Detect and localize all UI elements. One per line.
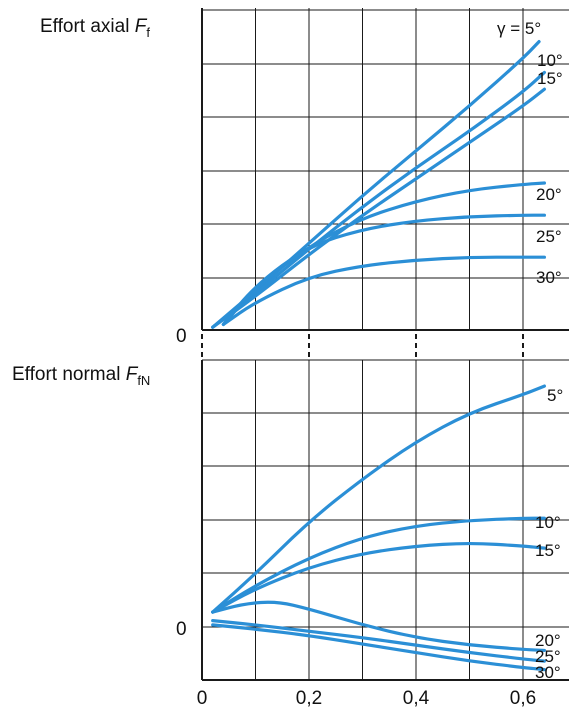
series-label-6: 30° bbox=[536, 268, 562, 287]
series-line-4 bbox=[221, 181, 546, 326]
grid-normal bbox=[201, 359, 569, 681]
series-label-4: 20° bbox=[536, 185, 562, 204]
zero-label-axial: 0 bbox=[176, 326, 187, 347]
series-label-1: 5° bbox=[547, 386, 563, 405]
series-label-2: 10° bbox=[535, 513, 561, 532]
series-label-2: 10° bbox=[537, 51, 563, 70]
x-tick-label: 0,4 bbox=[403, 688, 430, 709]
ylabel-axial: Effort axial Ff bbox=[40, 16, 150, 40]
series-line-2 bbox=[211, 516, 546, 614]
zero-label-normal: 0 bbox=[176, 619, 187, 640]
x-tick-labels: 0 0,2 0,4 0,6 bbox=[197, 688, 537, 709]
series-label-3: 15° bbox=[535, 541, 561, 560]
series-label-6: 30° bbox=[535, 663, 561, 682]
series-line-4 bbox=[211, 600, 546, 653]
series-line-1 bbox=[211, 384, 546, 614]
x-tick-label: 0,2 bbox=[296, 688, 322, 709]
series-label-5: 25° bbox=[536, 227, 562, 246]
labels-normal: 5° 10° 15° 20°25°30° bbox=[535, 386, 563, 682]
series-line-3 bbox=[211, 87, 546, 329]
series-label-4: 20° bbox=[535, 631, 561, 650]
x-tick-label: 0 bbox=[197, 688, 208, 709]
series-label-1: γ = 5° bbox=[497, 19, 541, 38]
series-line-6 bbox=[221, 255, 546, 326]
series-line-6 bbox=[211, 623, 546, 672]
ylabel-normal: Effort normal FfN bbox=[12, 364, 150, 388]
panel-separators bbox=[201, 334, 524, 358]
grid-axial bbox=[201, 8, 569, 331]
curves-normal bbox=[211, 384, 546, 672]
series-label-3: 15° bbox=[537, 69, 563, 88]
curves-axial bbox=[211, 40, 546, 329]
x-tick-label: 0,6 bbox=[510, 688, 536, 709]
panel-normal-force: 5° 10° 15° 20°25°30° bbox=[201, 359, 569, 682]
series-line-5 bbox=[211, 619, 546, 663]
series-line-3 bbox=[211, 541, 546, 614]
series-line-5 bbox=[221, 213, 546, 326]
panel-axial-force: γ = 5° 10°15° 20° 25° 30° bbox=[201, 8, 569, 331]
series-label-5: 25° bbox=[535, 647, 561, 666]
labels-axial: γ = 5° 10°15° 20° 25° 30° bbox=[497, 19, 563, 287]
